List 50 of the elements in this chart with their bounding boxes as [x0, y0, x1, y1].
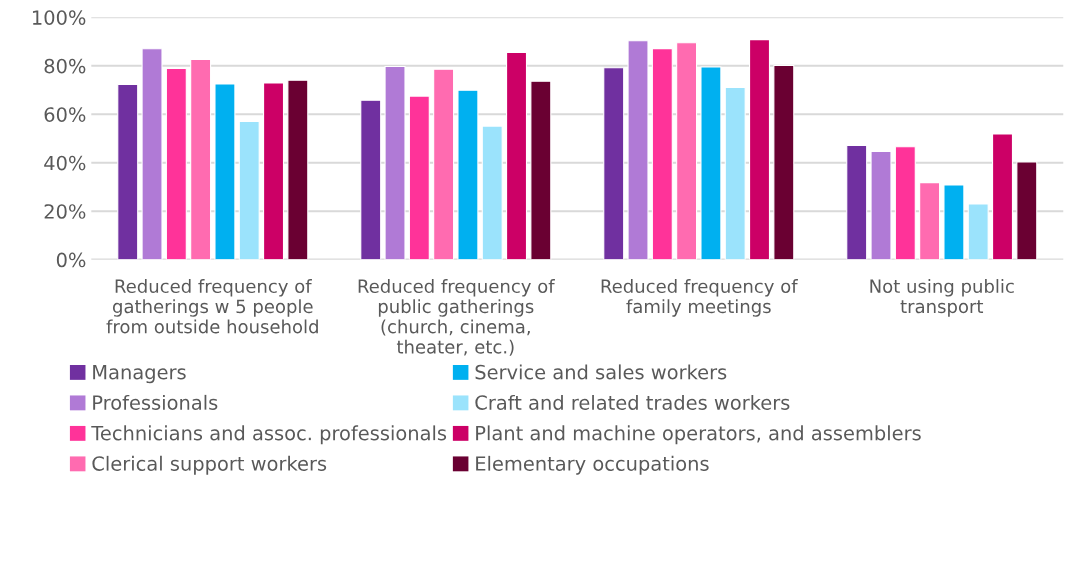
- bar: [991, 133, 1014, 260]
- legend-label: Elementary occupations: [476, 455, 709, 475]
- x-tick-label: Reduced frequency of public gatherings (church, cinema, theater, etc.): [358, 279, 555, 356]
- bar: [506, 51, 528, 260]
- bar: [287, 79, 309, 260]
- bar: [1016, 161, 1038, 260]
- bar: [627, 40, 649, 260]
- legend-label: Craft and related trades workers: [475, 394, 790, 410]
- bar: [530, 80, 552, 260]
- bar: [408, 95, 430, 260]
- bar: [651, 48, 673, 260]
- bar: [384, 65, 406, 260]
- legend-label: Managers: [93, 364, 186, 384]
- y-tick-label: 100%: [32, 10, 86, 25]
- bar: [263, 82, 285, 260]
- bar: [603, 67, 625, 260]
- bar: [870, 150, 892, 260]
- y-tick-label: 60%: [44, 107, 86, 122]
- y-tick-label: 20%: [44, 204, 86, 219]
- bar: [214, 83, 236, 260]
- bar: [967, 203, 989, 260]
- legend-label: Service and sales workers: [475, 364, 727, 380]
- bar: [894, 146, 916, 260]
- x-tick-label: Reduced frequency of family meetings: [601, 279, 798, 317]
- y-tick-label: 80%: [44, 58, 86, 74]
- bar: [773, 64, 795, 260]
- legend-label: Clerical support workers: [92, 455, 327, 475]
- bar: [141, 48, 163, 260]
- legend-label: Professionals: [93, 394, 218, 410]
- bar: [481, 125, 503, 260]
- x-tick-label: Reduced frequency of gatherings w 5 people from outside household: [106, 279, 318, 334]
- bar: [749, 39, 771, 260]
- bar: [919, 182, 941, 260]
- y-tick-label: 40%: [44, 155, 86, 171]
- bar: [433, 68, 455, 260]
- bar: [117, 83, 139, 260]
- bar: [943, 184, 965, 260]
- legend-label: Technicians and assoc. professionals: [91, 425, 447, 445]
- bar: [700, 66, 722, 260]
- bar: [724, 86, 746, 260]
- y-tick-label: 0%: [56, 252, 86, 268]
- x-tick-label: Not using public transport: [870, 279, 1014, 317]
- bar: [165, 67, 187, 260]
- legend-label: Plant and machine operators, and assemblers: [476, 425, 921, 445]
- bar: [360, 99, 382, 260]
- bar: [190, 58, 212, 260]
- bar: [846, 144, 868, 260]
- bar: [457, 89, 479, 260]
- bar: [676, 42, 698, 260]
- bar: [238, 120, 260, 260]
